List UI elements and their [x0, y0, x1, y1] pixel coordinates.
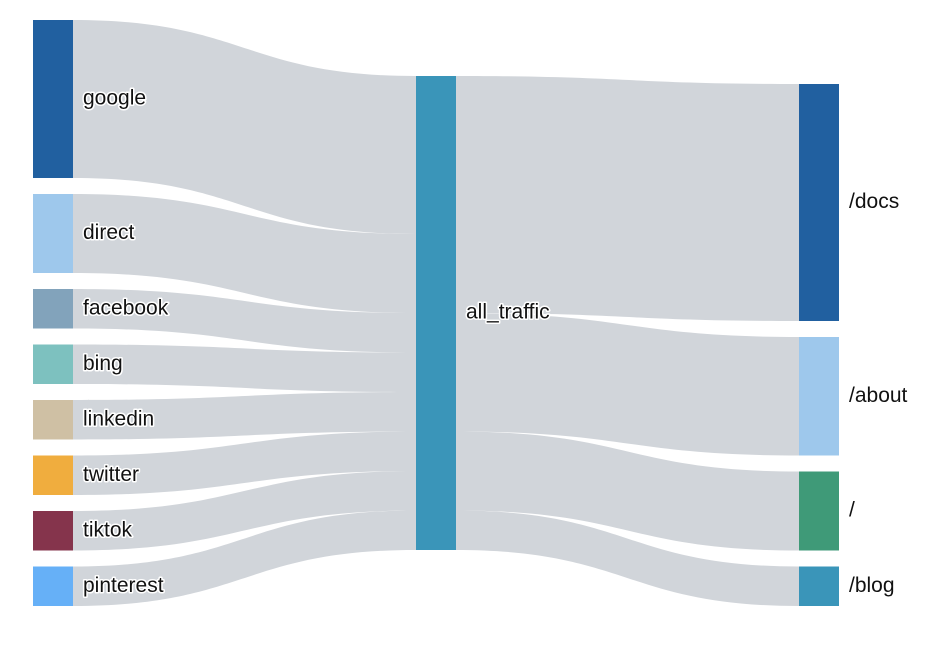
link-all_traffic-to-home: [456, 431, 799, 551]
node-label-pinterest: pinterest: [83, 574, 164, 597]
node-bing: [33, 344, 73, 384]
node-twitter: [33, 455, 73, 495]
node-label-tiktok: tiktok: [83, 518, 133, 541]
node-google: [33, 20, 73, 178]
link-all_traffic-to-blog: [456, 510, 799, 606]
node-facebook: [33, 289, 73, 329]
link-facebook-to-all_traffic: [73, 289, 416, 353]
link-linkedin-to-all_traffic: [73, 392, 416, 440]
node-about: [799, 337, 839, 456]
node-pinterest: [33, 566, 73, 606]
link-all_traffic-to-docs: [456, 76, 799, 321]
node-tiktok: [33, 511, 73, 551]
node-all_traffic: [416, 76, 456, 550]
link-all_traffic-to-about: [456, 313, 799, 456]
link-tiktok-to-all_traffic: [73, 471, 416, 551]
node-label-twitter: twitter: [83, 463, 139, 486]
node-label-blog: /blog: [849, 574, 895, 597]
node-direct: [33, 194, 73, 273]
link-twitter-to-all_traffic: [73, 431, 416, 495]
link-direct-to-all_traffic: [73, 194, 416, 313]
node-label-bing: bing: [83, 352, 123, 375]
node-label-about: /about: [849, 384, 908, 407]
node-linkedin: [33, 400, 73, 440]
node-label-home: /: [849, 499, 855, 522]
link-pinterest-to-all_traffic: [73, 510, 416, 606]
node-label-direct: direct: [83, 221, 135, 244]
sankey-labels: google direct facebook bing linkedin twitter t…: [82, 85, 910, 598]
sankey-nodes: [33, 20, 839, 606]
node-docs: [799, 84, 839, 321]
node-label-google: google: [83, 87, 146, 110]
link-google-to-all_traffic: [73, 20, 416, 234]
node-label-facebook: facebook: [83, 296, 169, 319]
node-label-linkedin: linkedin: [83, 407, 154, 430]
node-label-all_traffic: all_traffic: [466, 301, 550, 324]
node-blog: [799, 566, 839, 606]
link-bing-to-all_traffic: [73, 344, 416, 392]
sankey-links: [73, 20, 799, 606]
node-home: [799, 471, 839, 551]
node-label-docs: /docs: [849, 190, 899, 213]
